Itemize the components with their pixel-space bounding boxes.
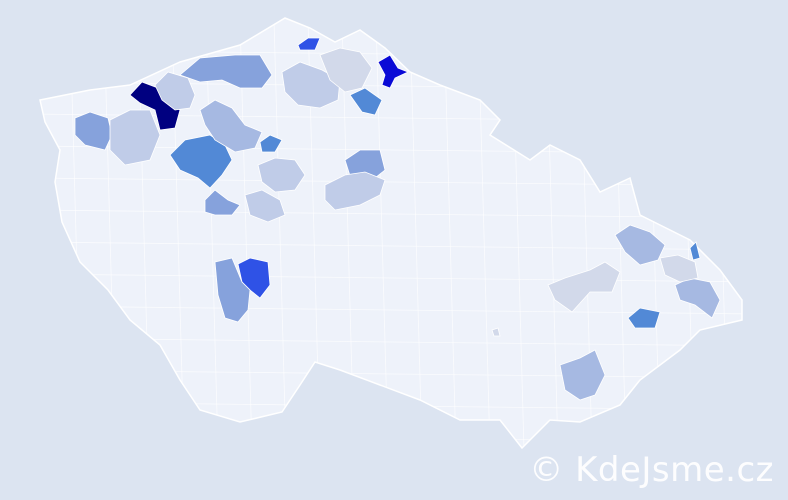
district-level7[interactable] <box>377 54 410 89</box>
district-level2[interactable] <box>257 157 306 193</box>
district-border <box>681 19 695 448</box>
district-border <box>40 209 742 219</box>
district-level5[interactable] <box>169 134 233 189</box>
district-border <box>715 19 729 448</box>
district-border <box>375 19 389 448</box>
district-level4[interactable] <box>74 111 113 151</box>
district-level4[interactable] <box>179 54 273 89</box>
district-level1[interactable] <box>659 254 699 283</box>
district-level1[interactable] <box>491 327 501 337</box>
district-level4[interactable] <box>214 257 251 323</box>
district-level2[interactable] <box>109 109 161 166</box>
district-level5[interactable] <box>689 241 701 261</box>
district-level2[interactable] <box>324 171 386 211</box>
watermark: © KdeJsme.cz <box>529 450 774 490</box>
district-level3[interactable] <box>559 349 606 401</box>
district-level1[interactable] <box>547 261 621 313</box>
district-level3[interactable] <box>614 224 666 266</box>
district-level2[interactable] <box>244 189 286 223</box>
district-level2[interactable] <box>281 61 341 109</box>
district-level8[interactable] <box>129 81 181 131</box>
district-level3[interactable] <box>199 99 263 153</box>
district-border <box>40 433 742 443</box>
district-level4[interactable] <box>204 189 241 216</box>
district-border <box>273 19 287 448</box>
district-level2[interactable] <box>154 71 196 111</box>
district-border <box>409 19 423 448</box>
district-border <box>40 273 742 283</box>
highlighted-districts <box>74 37 721 401</box>
district-border <box>40 401 742 411</box>
district-level5[interactable] <box>259 134 283 153</box>
district-level1[interactable] <box>319 47 373 93</box>
district-border <box>205 19 219 448</box>
district-level5[interactable] <box>627 307 661 329</box>
district-level6[interactable] <box>297 37 321 51</box>
district-border <box>239 19 253 448</box>
district-border <box>443 19 457 448</box>
district-level5[interactable] <box>349 87 383 116</box>
